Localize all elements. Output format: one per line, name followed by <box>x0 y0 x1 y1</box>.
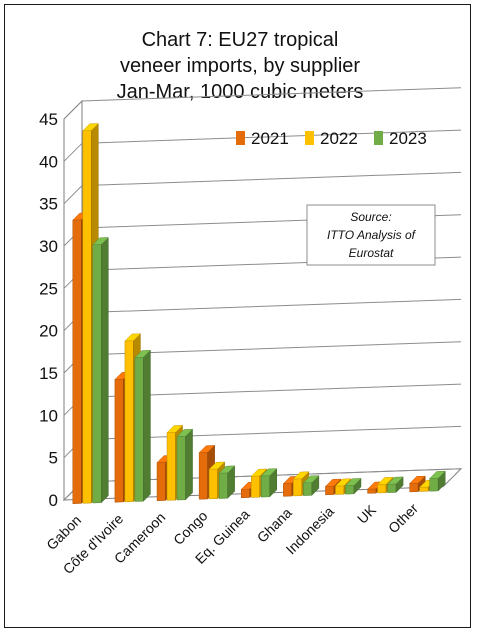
bar-side <box>185 428 193 501</box>
legend-label-2021: 2021 <box>251 129 289 148</box>
source-note-line-1: Source: <box>350 210 391 224</box>
y-tick-label: 35 <box>39 195 58 214</box>
bar-front <box>377 484 387 494</box>
bar-front <box>134 357 144 502</box>
bar-top <box>250 468 268 477</box>
y-tick-label: 30 <box>39 237 58 256</box>
legend-label-2023: 2023 <box>389 129 427 148</box>
bar-top <box>134 350 152 358</box>
x-tick-label: Other <box>385 500 421 536</box>
bar-top <box>166 425 184 433</box>
y-tick-label: 15 <box>39 364 58 383</box>
bar-front <box>124 340 134 503</box>
bar-top <box>176 428 194 437</box>
legend: 2021 2022 2023 <box>236 129 427 148</box>
bar-top <box>324 478 342 487</box>
bar-2023-7 <box>386 476 404 493</box>
bar-front <box>176 435 186 501</box>
bar-front <box>114 378 124 503</box>
source-note-line-2: ITTO Analysis of <box>327 228 417 242</box>
bar-side <box>143 349 151 502</box>
bar-2023-8 <box>429 470 446 492</box>
bar-top <box>386 476 404 485</box>
bar-front <box>409 482 419 493</box>
source-note-line-3: Eurostat <box>349 246 394 260</box>
bar-2023-3 <box>218 465 236 499</box>
bar-front <box>156 462 166 502</box>
legend-swatch-2022 <box>305 131 314 145</box>
bar-2023-5 <box>302 475 320 496</box>
y-tick-label: 10 <box>39 406 58 425</box>
bar-top <box>198 445 216 453</box>
bar-front <box>166 432 176 501</box>
bar-front <box>387 483 397 493</box>
bar-front <box>293 478 303 497</box>
x-tick-label: Indonesia <box>283 503 337 557</box>
bar-front <box>218 472 228 499</box>
gridline <box>63 87 462 120</box>
bar-front <box>345 485 355 495</box>
bar-front <box>72 219 82 504</box>
bar-front <box>251 475 260 498</box>
gridline <box>63 129 462 162</box>
y-tick-label: 0 <box>49 491 58 510</box>
bar-front <box>419 486 429 492</box>
bar-top <box>82 123 99 132</box>
bar-2023-0 <box>92 236 109 504</box>
x-tick-label: UK <box>354 501 380 527</box>
bar-front <box>261 475 270 498</box>
bar-front <box>241 488 250 499</box>
y-tick-label: 40 <box>39 152 58 171</box>
source-note: Source: ITTO Analysis of Eurostat <box>306 204 436 266</box>
bar-top <box>409 475 426 484</box>
bar-top <box>292 471 310 480</box>
bar-top <box>92 237 109 246</box>
chart-title-line-1: Chart 7: EU27 tropical <box>142 29 339 51</box>
bar-top <box>218 465 236 474</box>
bar-2023-6 <box>344 477 362 495</box>
bar-front <box>303 482 313 496</box>
bar-top <box>344 478 362 486</box>
gridline <box>63 298 462 332</box>
bar-2023-2 <box>176 428 194 501</box>
bar-front <box>367 488 377 494</box>
bar-2023-4 <box>260 468 278 498</box>
bar-top <box>376 476 394 485</box>
bar-front <box>198 452 208 500</box>
bar-front <box>82 130 92 504</box>
y-tick-label: 25 <box>39 279 58 298</box>
y-tick-label: 45 <box>39 110 58 129</box>
legend-swatch-2023 <box>374 131 383 145</box>
y-tick-label: 20 <box>39 322 58 341</box>
legend-swatch-2021 <box>236 131 245 145</box>
bar-front <box>335 485 345 495</box>
bar-front <box>429 477 439 492</box>
bar-top <box>124 333 142 342</box>
bar-top <box>260 468 278 477</box>
bar-side <box>101 236 109 504</box>
y-axis-ticks: 0 5 10 15 20 25 30 35 40 45 <box>39 110 58 510</box>
bars <box>72 122 446 504</box>
bar-top <box>302 475 320 484</box>
bar-top <box>429 470 446 479</box>
chart-title-line-2: veneer imports, by supplier <box>120 55 360 77</box>
bar-front <box>283 483 293 497</box>
bar-front <box>92 244 102 504</box>
source-note-box <box>306 204 436 266</box>
bar-top <box>334 478 352 487</box>
bar-front <box>208 468 218 500</box>
legend-label-2022: 2022 <box>320 129 358 148</box>
bar-2023-1 <box>134 349 152 502</box>
bar-front <box>325 485 335 496</box>
y-tick-label: 5 <box>49 449 58 468</box>
bar-top <box>208 461 226 470</box>
chart-title: Chart 7: EU27 tropical veneer imports, b… <box>117 29 364 103</box>
gridline <box>63 341 462 374</box>
gridline <box>63 171 462 205</box>
